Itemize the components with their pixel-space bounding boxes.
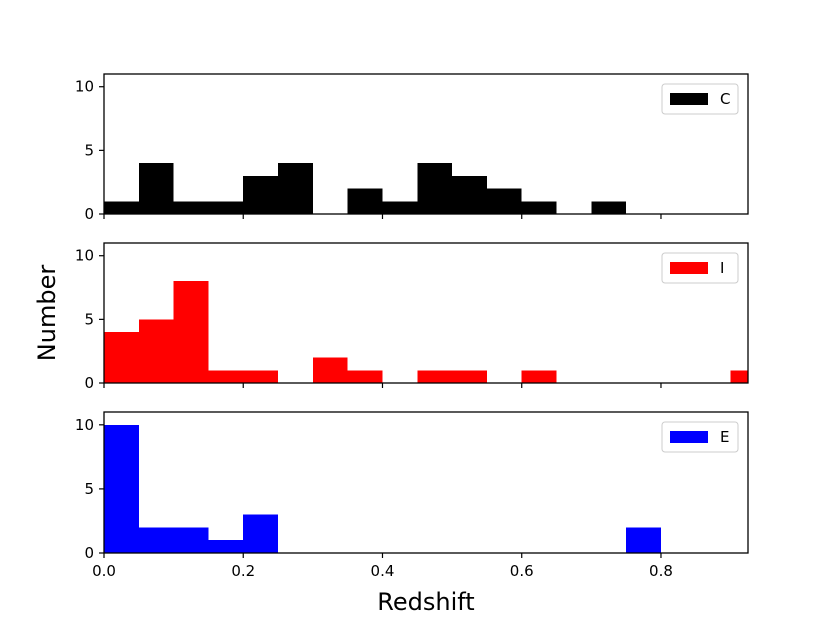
- legend-label-C: C: [720, 90, 730, 108]
- bar-I-2: [173, 281, 209, 383]
- bar-I-4: [243, 370, 279, 383]
- bar-E-2: [173, 527, 209, 553]
- y-tick-label-C-1: 5: [84, 141, 94, 159]
- bar-I-12: [521, 370, 557, 383]
- bar-E-0: [104, 424, 139, 553]
- bar-C-0: [104, 201, 139, 214]
- y-axis-label: Number: [33, 265, 61, 362]
- y-tick-label-C-0: 0: [84, 205, 94, 223]
- bar-I-3: [208, 370, 244, 383]
- y-tick-label-E-2: 10: [75, 416, 94, 434]
- panel-C: 0 5 10 C: [75, 73, 749, 223]
- bar-E-15: [626, 527, 661, 553]
- bar-C-8: [382, 201, 418, 214]
- bar-I-6: [312, 357, 348, 383]
- bar-C-14: [591, 201, 627, 214]
- y-tick-label-I-2: 10: [75, 247, 94, 265]
- x-tick-label-0: 0.0: [92, 562, 116, 580]
- y-tick-label-C-2: 10: [75, 78, 94, 96]
- legend-label-I: I: [720, 259, 724, 277]
- bar-E-4: [243, 514, 279, 553]
- bar-C-5: [278, 163, 313, 214]
- bar-C-1: [138, 163, 174, 214]
- x-tick-label-3: 0.6: [510, 562, 534, 580]
- bar-E-3: [208, 540, 244, 553]
- bar-C-10: [452, 175, 487, 214]
- bar-I-7: [347, 370, 383, 383]
- panel-I: 0 5 10 I: [75, 242, 749, 392]
- legend-swatch-I: [670, 262, 708, 274]
- y-tick-label-I-1: 5: [84, 310, 94, 328]
- panel-frame-I: [103, 242, 749, 384]
- panel-E: 0 5 10 0.0 0.2 0.4 0.6 0.8 E: [75, 411, 749, 580]
- y-tick-label-E-1: 5: [84, 480, 94, 498]
- bar-I-9: [417, 370, 453, 383]
- panel-frame-E: [103, 411, 749, 554]
- bar-I-10: [452, 370, 487, 383]
- bar-C-12: [521, 201, 557, 214]
- legend-label-E: E: [720, 428, 729, 446]
- bar-C-11: [486, 188, 522, 214]
- bar-I-1: [138, 319, 174, 383]
- bar-C-2: [173, 201, 209, 214]
- panel-frame-C: [103, 73, 749, 215]
- bar-C-9: [417, 163, 453, 214]
- bar-C-4: [243, 175, 279, 214]
- bar-E-1: [138, 527, 174, 553]
- legend-swatch-C: [670, 93, 708, 105]
- y-tick-label-E-0: 0: [84, 544, 94, 562]
- y-tick-label-I-0: 0: [84, 374, 94, 392]
- bar-I-0: [104, 332, 139, 383]
- x-tick-label-4: 0.8: [649, 562, 673, 580]
- legend-swatch-E: [670, 431, 708, 443]
- x-tick-label-2: 0.4: [371, 562, 395, 580]
- x-axis-label: Redshift: [377, 588, 474, 616]
- bar-C-7: [347, 188, 383, 214]
- bar-I-18: [730, 370, 748, 383]
- bar-C-3: [208, 201, 244, 214]
- x-tick-label-1: 0.2: [231, 562, 255, 580]
